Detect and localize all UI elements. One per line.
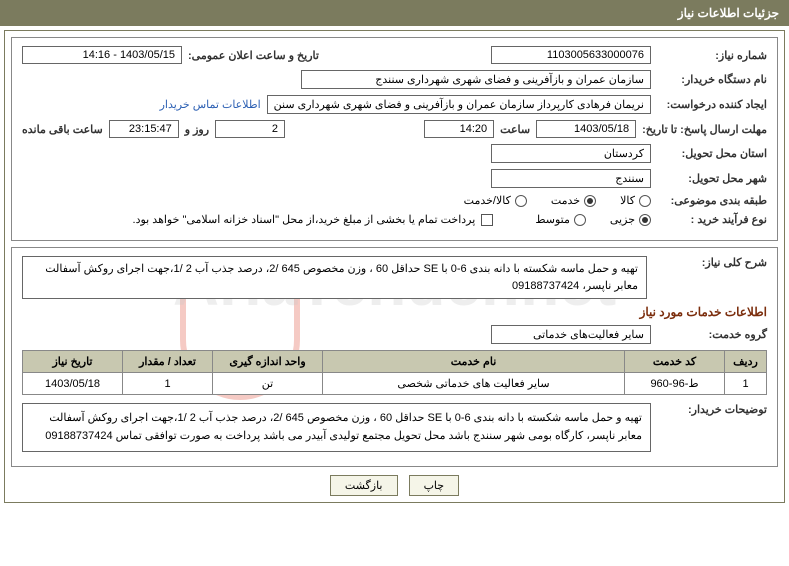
proc-partial-radio[interactable]: جزیی xyxy=(610,213,651,226)
creator-field: نریمان فرهادی کارپرداز سازمان عمران و با… xyxy=(267,95,651,114)
remain-suffix: ساعت باقی مانده xyxy=(22,123,103,136)
need-number-label: شماره نیاز: xyxy=(657,49,767,62)
cat-goods-radio[interactable]: کالا xyxy=(620,194,651,207)
summary-label: شرح کلی نیاز: xyxy=(657,256,767,269)
cat-goods-label: کالا xyxy=(620,194,635,207)
cat-service-radio[interactable]: خدمت xyxy=(551,194,596,207)
time-label: ساعت xyxy=(500,123,530,136)
radio-icon xyxy=(639,195,651,207)
deadline-date-field: 1403/05/18 xyxy=(536,120,636,138)
col-name: نام خدمت xyxy=(323,351,625,373)
proc-medium-label: متوسط xyxy=(535,213,570,226)
cell-row: 1 xyxy=(725,373,767,395)
process-label: نوع فرآیند خرید : xyxy=(657,213,767,226)
buyer-org-field: سازمان عمران و بازآفرینی و فضای شهری شهر… xyxy=(301,70,651,89)
deadline-time-field: 14:20 xyxy=(424,120,494,138)
announce-label: تاریخ و ساعت اعلان عمومی: xyxy=(188,49,319,62)
cat-goods-service-label: کالا/خدمت xyxy=(464,194,511,207)
radio-icon xyxy=(515,195,527,207)
col-qty: تعداد / مقدار xyxy=(123,351,213,373)
radio-icon xyxy=(639,214,651,226)
announce-field: 1403/05/15 - 14:16 xyxy=(22,46,182,64)
summary-box: تهیه و حمل ماسه شکسته با دانه بندی 6-0 ب… xyxy=(22,256,647,299)
cell-unit: تن xyxy=(213,373,323,395)
main-info-panel: شماره نیاز: 1103005633000076 تاریخ و ساع… xyxy=(11,37,778,241)
col-row: ردیف xyxy=(725,351,767,373)
buyer-notes-box: تهیه و حمل ماسه شکسته با دانه بندی 6-0 ب… xyxy=(22,403,651,452)
buyer-notes-label: توضیحات خریدار: xyxy=(657,403,767,416)
cell-code: ط-96-960 xyxy=(625,373,725,395)
radio-icon xyxy=(584,195,596,207)
province-field: کردستان xyxy=(491,144,651,163)
days-field: 2 xyxy=(215,120,285,138)
group-label: گروه خدمت: xyxy=(657,328,767,341)
services-table: ردیف کد خدمت نام خدمت واحد اندازه گیری ت… xyxy=(22,350,767,395)
contact-link[interactable]: اطلاعات تماس خریدار xyxy=(160,98,261,111)
countdown-field: 23:15:47 xyxy=(109,120,179,138)
radio-icon xyxy=(574,214,586,226)
page-title: جزئیات اطلاعات نیاز xyxy=(678,6,779,20)
table-row: 1 ط-96-960 سایر فعالیت های خدماتی شخصی ت… xyxy=(23,373,767,395)
cell-qty: 1 xyxy=(123,373,213,395)
proc-partial-label: جزیی xyxy=(610,213,635,226)
province-label: استان محل تحویل: xyxy=(657,147,767,160)
proc-medium-radio[interactable]: متوسط xyxy=(535,213,586,226)
col-unit: واحد اندازه گیری xyxy=(213,351,323,373)
cell-date: 1403/05/18 xyxy=(23,373,123,395)
cat-service-label: خدمت xyxy=(551,194,580,207)
table-header-row: ردیف کد خدمت نام خدمت واحد اندازه گیری ت… xyxy=(23,351,767,373)
deadline-label: مهلت ارسال پاسخ: تا تاریخ: xyxy=(642,123,767,136)
buyer-org-label: نام دستگاه خریدار: xyxy=(657,73,767,86)
process-radio-group: جزیی متوسط xyxy=(535,213,651,226)
services-section-title: اطلاعات خدمات مورد نیاز xyxy=(22,305,767,319)
city-field: سنندج xyxy=(491,169,651,188)
details-panel: شرح کلی نیاز: تهیه و حمل ماسه شکسته با د… xyxy=(11,247,778,467)
outer-frame: AriaTender.net شماره نیاز: 1103005633000… xyxy=(4,30,785,503)
payment-checkbox[interactable] xyxy=(481,214,493,226)
group-field: سایر فعالیت‌های خدماتی xyxy=(491,325,651,344)
creator-label: ایجاد کننده درخواست: xyxy=(657,98,767,111)
category-radio-group: کالا خدمت کالا/خدمت xyxy=(464,194,651,207)
col-code: کد خدمت xyxy=(625,351,725,373)
button-bar: چاپ بازگشت xyxy=(11,475,778,496)
cat-goods-service-radio[interactable]: کالا/خدمت xyxy=(464,194,527,207)
days-suffix: روز و xyxy=(185,123,209,136)
payment-note: پرداخت تمام یا بخشی از مبلغ خرید،از محل … xyxy=(133,213,476,226)
category-label: طبقه بندی موضوعی: xyxy=(657,194,767,207)
col-date: تاریخ نیاز xyxy=(23,351,123,373)
back-button[interactable]: بازگشت xyxy=(330,475,398,496)
print-button[interactable]: چاپ xyxy=(409,475,460,496)
need-number-field: 1103005633000076 xyxy=(491,46,651,64)
page-header: جزئیات اطلاعات نیاز xyxy=(0,0,789,26)
city-label: شهر محل تحویل: xyxy=(657,172,767,185)
cell-name: سایر فعالیت های خدماتی شخصی xyxy=(323,373,625,395)
